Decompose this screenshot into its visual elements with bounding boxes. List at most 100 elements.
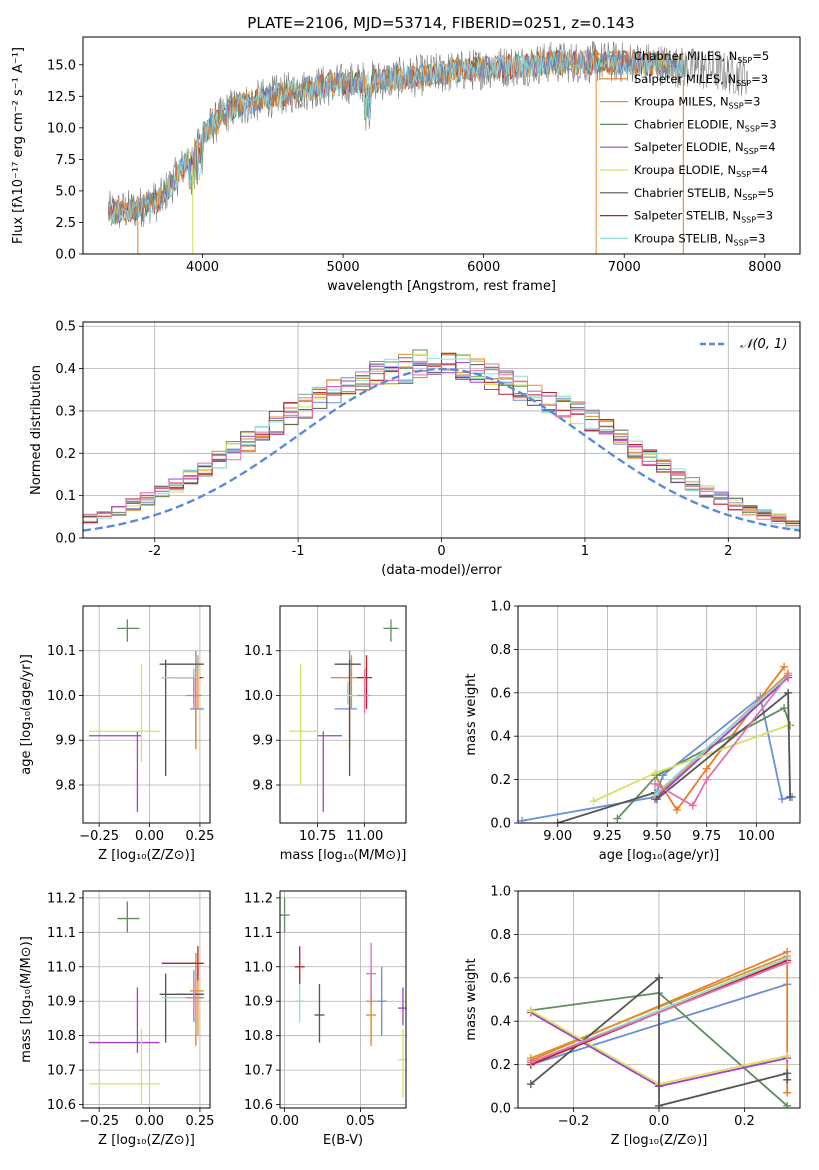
mass-vs-ebv-xlabel: E(B-V) [323, 1133, 363, 1148]
mass-vs-ebv-ytick-label: 10.9 [244, 995, 273, 1010]
mw-vs-Z-ytick-label: 0.2 [490, 1058, 511, 1073]
mw-vs-age-frame [517, 605, 801, 824]
mw-vs-age-ytick-label: 0.8 [490, 643, 511, 658]
mass-vs-ebv-ytick-label: 11.2 [244, 891, 273, 906]
spectrum-ytick-label: 12.5 [47, 90, 76, 105]
residuals-xlabel: (data-model)/error [381, 563, 502, 578]
mw-vs-age-series-marker [651, 790, 660, 799]
mw-vs-Z-xtick-label: 0.0 [649, 1114, 670, 1129]
mass-vs-Z-points [89, 901, 204, 1105]
residuals-xtick-label: -1 [292, 544, 305, 559]
mw-vs-age-xlabel: age [log₁₀(age/yr)] [599, 848, 720, 863]
spectrum-model-line [107, 49, 684, 224]
mw-vs-age-ytick-label: 0.4 [490, 730, 511, 745]
mass-vs-Z-xtick-label: −0.25 [79, 1114, 119, 1129]
mw-vs-age-series-marker [651, 779, 660, 788]
age-vs-Z-ytick-label: 9.9 [55, 734, 76, 749]
age-vs-mass-ytick-label: 9.8 [252, 778, 273, 793]
mw-vs-age-series-line [616, 706, 791, 820]
mw-vs-age-series-line [654, 674, 789, 796]
mw-vs-Z-series-marker [783, 958, 792, 967]
age-vs-Z-ytick-label: 10.1 [47, 644, 76, 659]
age-vs-mass-errorbar-point [289, 664, 318, 785]
spectrum-legend-label: Salpeter STELIB, NSSP=3 [634, 209, 773, 225]
spectrum-ylabel: Flux [fλ10⁻¹⁷ erg cm⁻² s⁻¹ A⁻¹] [11, 47, 26, 244]
spectrum-ytick-label: 0.0 [55, 248, 76, 263]
mass-vs-Z-xtick-label: 0.00 [135, 1114, 164, 1129]
age-vs-mass-errorbar-point [334, 659, 361, 777]
residuals-xtick-label: 2 [724, 544, 732, 559]
age-vs-mass-xtick-label: 11.00 [346, 829, 383, 844]
mw-vs-age-series-marker [702, 764, 711, 773]
spectrum-xtick-label: 7000 [608, 260, 641, 275]
residuals-ytick-label: 0.2 [55, 447, 76, 462]
age-vs-Z-xtick-label: 0.00 [135, 829, 164, 844]
mass-vs-ebv-errorbar-point [280, 897, 290, 933]
age-vs-mass-xlabel: mass [log₁₀(M/M⊙)] [280, 848, 407, 863]
mass-vs-Z-ytick-label: 11.0 [47, 960, 76, 975]
spectrum-xlabel: wavelength [Angstrom, rest frame] [327, 279, 556, 294]
mw-vs-Z-series-marker [783, 1075, 792, 1084]
mass-vs-Z-errorbar-point [159, 973, 204, 1043]
mw-vs-age-series-marker [589, 797, 598, 806]
age-vs-Z-ylabel: age [log₁₀(age/yr)] [19, 654, 34, 775]
mass-vs-Z-ytick-label: 10.9 [47, 995, 76, 1010]
mw-vs-age-series-marker [672, 805, 681, 814]
mw-vs-age-xtick-label: 9.00 [543, 829, 572, 844]
age-vs-Z-xtick-label: 0.25 [185, 829, 214, 844]
mass-vs-Z-errorbar-point [89, 1028, 160, 1105]
mw-vs-age-ytick-label: 0.0 [490, 817, 511, 832]
mw-vs-age-series-marker [653, 795, 662, 804]
mass-vs-ebv-errorbar-point [366, 942, 377, 1005]
mw-vs-age-ytick-label: 0.6 [490, 686, 511, 701]
mass-vs-Z-xlabel: Z [log₁₀(Z/Z⊙)] [98, 1133, 195, 1148]
mw-vs-Z-series [526, 947, 792, 1108]
mass-vs-ebv-frame [279, 890, 407, 1109]
mw-vs-Z-ylabel: mass weight [464, 958, 479, 1040]
mw-vs-age-xtick-label: 9.50 [643, 829, 672, 844]
mw-vs-age-series-line [654, 676, 789, 800]
age-vs-mass-ytick-label: 10.0 [244, 689, 273, 704]
mw-vs-Z-ytick-label: 0.6 [490, 971, 511, 986]
mw-vs-Z-frame [517, 890, 801, 1109]
mw-vs-Z-xtick-label: −0.2 [558, 1114, 590, 1129]
mass-vs-Z-errorbar-point [117, 901, 140, 933]
mw-vs-age-series-marker [613, 814, 622, 823]
mass-vs-ebv-ytick-label: 10.6 [244, 1098, 273, 1113]
mw-vs-age-series-marker [702, 775, 711, 784]
age-vs-mass-errorbar-point [383, 619, 399, 642]
mw-vs-age-series-line [654, 674, 789, 807]
mw-vs-age-ytick-label: 1.0 [490, 600, 511, 615]
mw-vs-Z-series-marker [783, 1088, 792, 1097]
mass-vs-ebv-axes: 0.00 0.05 10.6 10.7 10.8 10.9 11.0 11.1 11.2 E(B-… [244, 891, 406, 1148]
spectrum-ytick-label: 5.0 [55, 184, 76, 199]
mw-vs-Z-ytick-label: 0.8 [490, 928, 511, 943]
mass-vs-ebv-xtick-label: 0.00 [270, 1114, 299, 1129]
residuals-ytick-label: 0.1 [55, 489, 76, 504]
mw-vs-age-xtick-label: 9.25 [593, 829, 622, 844]
mass-vs-Z-ytick-label: 11.1 [47, 926, 76, 941]
residuals-hist-line [83, 363, 800, 526]
age-vs-Z-ytick-label: 10.0 [47, 689, 76, 704]
mass-vs-Z-ytick-label: 10.7 [47, 1064, 76, 1079]
spectrum-ytick-label: 2.5 [55, 216, 76, 231]
spectrum-legend-label: Kroupa STELIB, NSSP=3 [634, 231, 765, 247]
spectrum-legend: Chabrier MILES, NSSP=5 Salpeter MILES, NS… [600, 49, 777, 247]
spectrum-legend-label: Chabrier MILES, NSSP=5 [634, 49, 769, 65]
age-vs-mass-frame [279, 605, 407, 824]
mw-vs-age-series-marker [553, 819, 562, 823]
mw-vs-Z-series-marker [783, 1051, 792, 1060]
spectrum-ytick-label: 7.5 [55, 153, 76, 168]
mass-vs-Z-frame [82, 890, 211, 1109]
mw-vs-Z-axes: −0.2 0.0 0.2 0.0 0.2 0.4 0.6 0.8 1.0 Z [log₁₀(Z/Z… [464, 885, 800, 1148]
mw-vs-age-xtick-label: 10.00 [738, 829, 775, 844]
mass-vs-ebv-errorbar-point [314, 984, 325, 1043]
mass-vs-ebv-ytick-label: 11.0 [244, 960, 273, 975]
mw-vs-Z-series-line [530, 961, 788, 1064]
mass-vs-ebv-errorbar-point [376, 966, 387, 1036]
age-vs-mass-errorbar-point [317, 731, 343, 812]
mass-vs-ebv-errorbar-point [397, 987, 406, 1026]
mw-vs-Z-series-marker [526, 1006, 535, 1015]
residuals-frame [82, 321, 801, 539]
